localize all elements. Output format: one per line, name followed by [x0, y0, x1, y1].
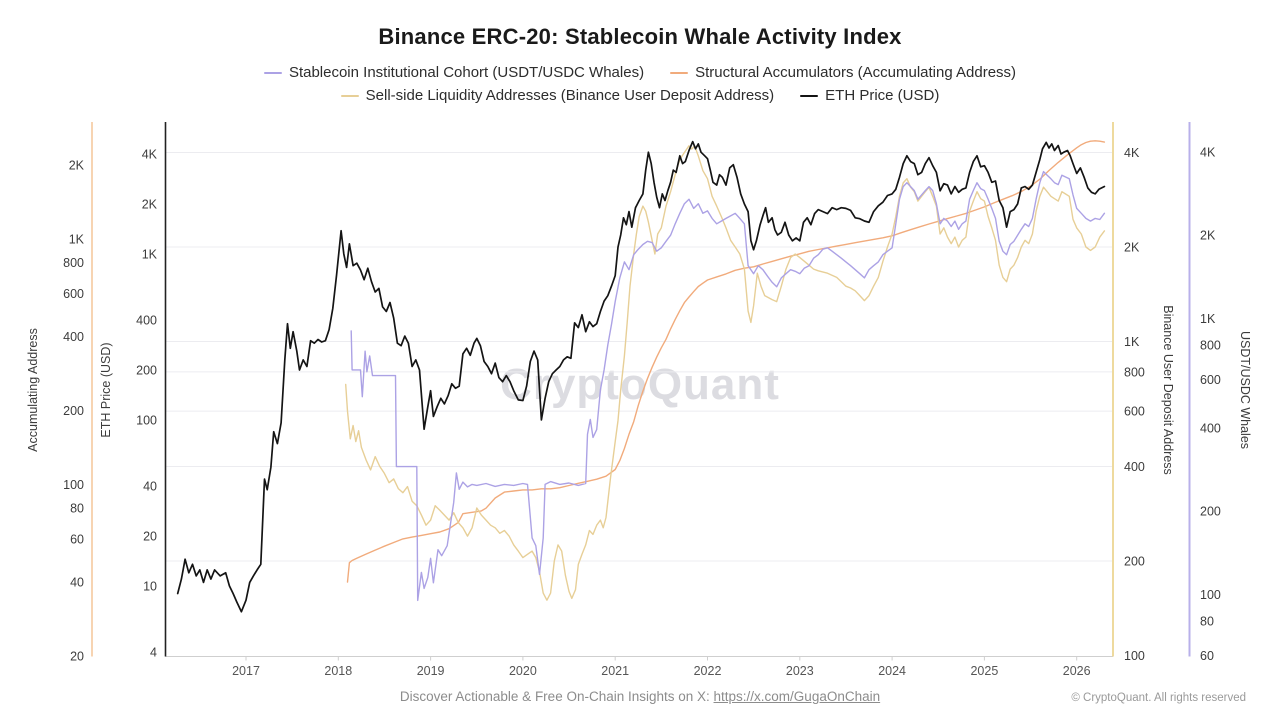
whales-tick-label: 80 — [1200, 615, 1214, 629]
eth-tick-label: 2K — [142, 197, 158, 211]
eth-tick-label: 40 — [143, 480, 157, 494]
legend-swatch-icon — [340, 94, 359, 97]
accumulating-tick-label: 100 — [63, 478, 84, 492]
whales-tick-label: 200 — [1200, 505, 1221, 519]
eth-tick-label: 400 — [136, 314, 157, 328]
eth-tick-label: 1K — [142, 247, 158, 261]
eth-tick-label: 4 — [150, 646, 157, 660]
deposit-tick-label: 4K — [1124, 146, 1140, 160]
legend-swatch-icon — [263, 71, 282, 74]
whales-tick-label: 4K — [1200, 146, 1216, 160]
x-tick-label: 2024 — [878, 664, 906, 678]
deposit-tick-label: 600 — [1124, 405, 1145, 419]
deposit-tick-label: 400 — [1124, 460, 1145, 474]
footer-text: Discover Actionable & Free On-Chain Insi… — [399, 689, 714, 704]
chart-title: Binance ERC-20: Stablecoin Whale Activit… — [378, 24, 902, 49]
legend-label: Sell-side Liquidity Addresses (Binance U… — [365, 87, 775, 104]
y-axis-title-eth: ETH Price (USD) — [99, 342, 113, 437]
eth-tick-label: 200 — [136, 363, 157, 377]
whales-tick-label: 800 — [1200, 339, 1221, 353]
series-deposit — [345, 145, 1106, 601]
whales-tick-label: 400 — [1200, 422, 1221, 436]
legend-row: Stablecoin Institutional Cohort (USDT/US… — [263, 62, 1016, 83]
accumulating-tick-label: 400 — [63, 330, 84, 344]
x-tick-label: 2020 — [509, 664, 537, 678]
legend-item[interactable]: ETH Price (USD) — [800, 87, 939, 104]
x-tick-label: 2021 — [601, 664, 629, 678]
whales-tick-label: 2K — [1200, 229, 1216, 243]
x-tick-label: 2017 — [232, 664, 260, 678]
series-whales — [350, 170, 1106, 602]
series-eth — [176, 140, 1106, 613]
whales-tick-label: 600 — [1200, 373, 1221, 387]
footer-link[interactable]: https://x.com/GugaOnChain — [713, 689, 881, 704]
accumulating-tick-label: 20 — [70, 650, 84, 664]
x-tick-label: 2022 — [694, 664, 722, 678]
y-axis-title-accumulating: Accumulating Address — [26, 328, 40, 452]
legend: Stablecoin Institutional Cohort (USDT/US… — [0, 62, 1280, 106]
whales-tick-label: 100 — [1200, 588, 1221, 602]
accumulating-tick-label: 80 — [70, 502, 84, 516]
legend-item[interactable]: Sell-side Liquidity Addresses (Binance U… — [340, 87, 775, 104]
accumulating-tick-label: 800 — [63, 256, 84, 270]
eth-tick-label: 4K — [142, 148, 158, 162]
x-tick-label: 2018 — [324, 664, 352, 678]
x-tick-label: 2019 — [417, 664, 445, 678]
x-tick-label: 2023 — [786, 664, 814, 678]
legend-label: Structural Accumulators (Accumulating Ad… — [695, 64, 1017, 81]
eth-tick-label: 20 — [143, 529, 157, 543]
legend-swatch-icon — [800, 94, 819, 97]
accumulating-tick-label: 2K — [69, 159, 85, 173]
accumulating-tick-label: 600 — [63, 287, 84, 301]
accumulating-tick-label: 60 — [70, 532, 84, 546]
accumulating-tick-label: 200 — [63, 404, 84, 418]
deposit-tick-label: 2K — [1124, 240, 1140, 254]
legend-item[interactable]: Structural Accumulators (Accumulating Ad… — [670, 64, 1016, 81]
legend-label: Stablecoin Institutional Cohort (USDT/US… — [288, 64, 645, 81]
eth-tick-label: 10 — [143, 579, 157, 593]
y-axis-title-whales: USDT/USDC Whales — [1238, 331, 1252, 449]
copyright: © CryptoQuant. All rights reserved — [1071, 692, 1246, 704]
deposit-tick-label: 100 — [1124, 649, 1145, 663]
deposit-tick-label: 1K — [1124, 335, 1140, 349]
accumulating-tick-label: 1K — [69, 232, 85, 246]
whales-tick-label: 60 — [1200, 649, 1214, 663]
footer-note: Discover Actionable & Free On-Chain Insi… — [0, 689, 1280, 704]
legend-item[interactable]: Stablecoin Institutional Cohort (USDT/US… — [263, 64, 645, 81]
x-tick-label: 2025 — [970, 664, 998, 678]
legend-swatch-icon — [670, 71, 689, 74]
whales-tick-label: 1K — [1200, 312, 1216, 326]
legend-row: Sell-side Liquidity Addresses (Binance U… — [340, 85, 939, 106]
y-axis-title-deposit: Binance User Deposit Address — [1161, 305, 1175, 475]
legend-label: ETH Price (USD) — [825, 87, 940, 104]
accumulating-tick-label: 40 — [70, 576, 84, 590]
deposit-tick-label: 800 — [1124, 365, 1145, 379]
deposit-tick-label: 200 — [1124, 554, 1145, 568]
x-tick-label: 2026 — [1063, 664, 1091, 678]
eth-tick-label: 100 — [136, 413, 157, 427]
